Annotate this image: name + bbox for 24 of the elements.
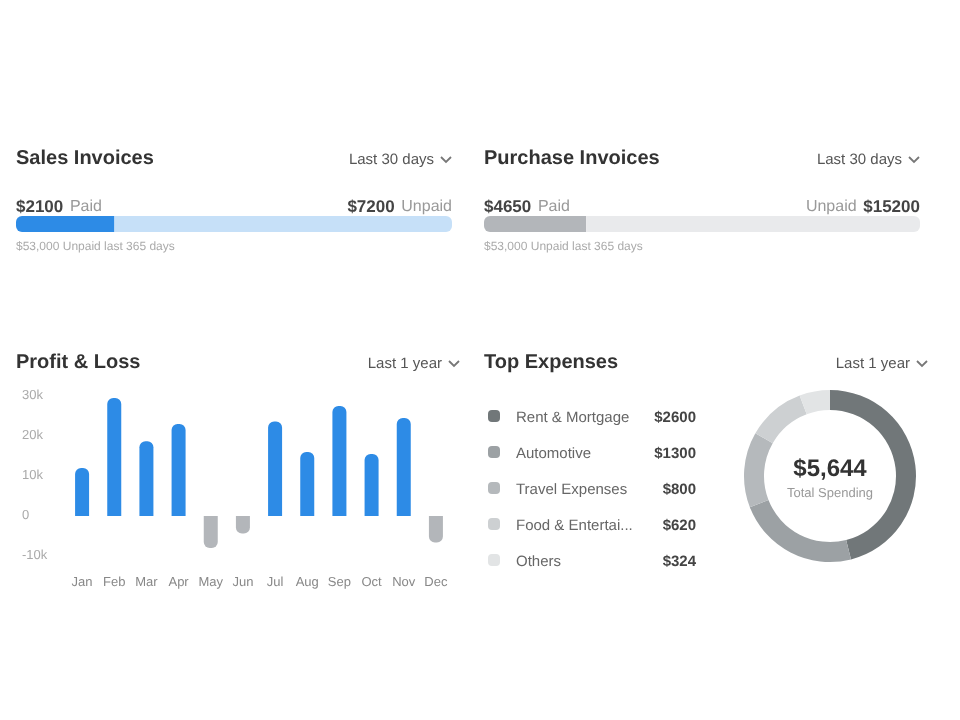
bar — [300, 452, 315, 516]
bar — [139, 441, 154, 516]
bar — [268, 421, 283, 516]
bar — [396, 418, 411, 516]
data-label: $7200 — [347, 196, 396, 216]
series-label: Unpaid — [805, 197, 857, 215]
chart-title: Profit & Loss — [16, 352, 141, 374]
chart-title: Sales Invoices — [16, 148, 154, 170]
bar — [107, 398, 122, 516]
text: $5,644 — [793, 454, 868, 482]
chart-title: Top Expenses — [484, 352, 619, 374]
bar — [428, 516, 443, 543]
chart-title: Purchase Invoices — [484, 148, 660, 170]
bar — [75, 468, 90, 516]
bar — [203, 516, 218, 548]
data-label: $2100 — [16, 196, 64, 216]
series-label: Paid — [537, 197, 570, 215]
data-label: $4650 — [484, 196, 532, 216]
series-label: Unpaid — [401, 197, 452, 215]
bar — [332, 406, 347, 516]
bar — [364, 454, 379, 516]
data-label: $15200 — [863, 196, 921, 216]
bar — [171, 424, 186, 516]
series-label: Paid — [69, 197, 102, 215]
